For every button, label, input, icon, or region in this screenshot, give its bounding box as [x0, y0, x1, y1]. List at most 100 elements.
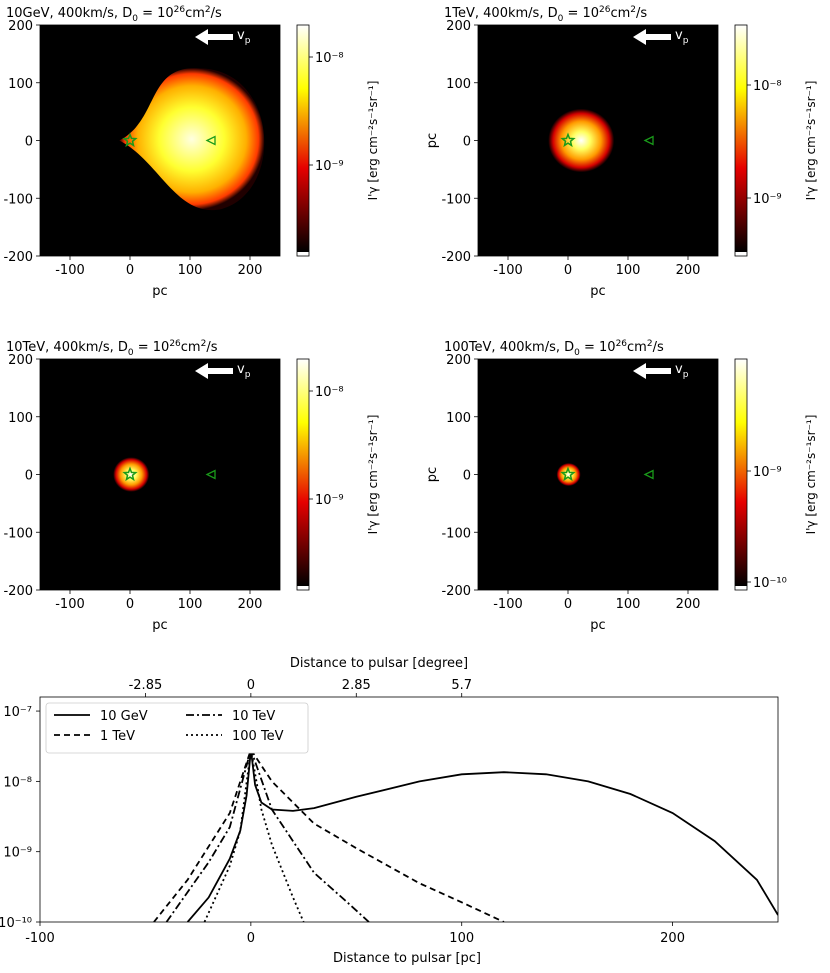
source-triangle-marker — [643, 135, 654, 146]
y-tick-label: -200 — [3, 584, 33, 599]
y-tick-label: 200 — [8, 19, 33, 34]
x-tick-label: -100 — [55, 263, 85, 278]
colorbar-frame — [296, 358, 310, 591]
pulsar-star-marker — [560, 466, 576, 482]
colorbar-tick-label: 10⁻⁸ — [753, 79, 782, 94]
source-triangle-marker — [205, 469, 216, 480]
x-tick-label: 100 — [178, 597, 203, 612]
colorbar-label: I'γ [erg cm⁻²s⁻¹sr⁻¹] — [804, 415, 818, 535]
x-tick-label: 200 — [238, 263, 263, 278]
y-tick-label: 100 — [8, 77, 33, 92]
x-tick-label: 100 — [449, 931, 474, 946]
colorbar-tick-label: 10⁻⁹ — [753, 465, 782, 480]
x-axis-label: pc — [590, 618, 605, 633]
colorbar-tick-label: 10⁻⁹ — [315, 159, 344, 174]
heatmap-panel-4: -100 0 100 200 200 100 0 -100 -200 pc pc 100TeV, 40… — [425, 339, 818, 633]
y-tick-label: -200 — [441, 584, 471, 599]
y-axis-label: pc — [425, 467, 440, 482]
series-line-1-tev — [153, 747, 505, 922]
y-tick-label: 100 — [8, 411, 33, 426]
emission-blob — [119, 68, 265, 211]
panel-title: 1TeV, 400km/s, D0 = 1026cm2/s — [444, 5, 647, 24]
x2-tick-label: -2.85 — [129, 678, 163, 693]
y-axis-label: pc — [425, 133, 440, 148]
y-tick-label: -100 — [3, 192, 33, 207]
y-tick-label: -200 — [441, 250, 471, 265]
heatmap-background — [478, 359, 718, 590]
x-axis-label: pc — [590, 284, 605, 299]
x2-axis-label: Distance to pulsar [degree] — [290, 656, 468, 671]
x2-tick-label: 2.85 — [342, 678, 371, 693]
colorbar-frame — [734, 24, 748, 257]
velocity-label: vp — [675, 28, 689, 46]
x-tick-label: 200 — [660, 931, 685, 946]
velocity-label: vp — [675, 362, 689, 380]
velocity-arrow-icon — [633, 363, 671, 379]
y-tick-label: 0 — [25, 469, 33, 484]
panel-title: 100TeV, 400km/s, D0 = 1026cm2/s — [444, 339, 664, 358]
colorbar — [297, 359, 309, 586]
emission-blob — [113, 457, 150, 492]
colorbar-tick-label: 10⁻⁹ — [315, 493, 344, 508]
y-tick-label: -100 — [441, 526, 471, 541]
x-axis-label: pc — [152, 618, 167, 633]
x-tick-label: 0 — [126, 263, 134, 278]
x-tick-label: 0 — [126, 597, 134, 612]
y-tick-label: 200 — [446, 19, 471, 34]
source-triangle-marker — [205, 135, 216, 146]
legend-label: 10 GeV — [100, 709, 148, 724]
x-tick-label: 0 — [564, 263, 572, 278]
y-tick-label: -100 — [441, 192, 471, 207]
y-tick-label: 200 — [446, 353, 471, 368]
y-tick-label: 200 — [8, 353, 33, 368]
x-tick-label: 100 — [616, 597, 641, 612]
x-tick-label: 0 — [247, 931, 255, 946]
y-tick-label: 10⁻⁹ — [3, 846, 32, 861]
x-tick-label: 100 — [616, 263, 641, 278]
x-tick-label: 200 — [676, 263, 701, 278]
velocity-arrow-icon — [195, 29, 233, 45]
colorbar-label: I'γ [erg cm⁻²s⁻¹sr⁻¹] — [366, 81, 380, 201]
x-tick-label: -100 — [493, 263, 523, 278]
velocity-label: vp — [237, 362, 251, 380]
velocity-label: vp — [237, 28, 251, 46]
heatmap-panel-1: -100 0 100 200 200 100 0 -100 -200 pc 10GeV, 400km… — [3, 5, 380, 299]
legend-box — [45, 702, 309, 754]
x-tick-label: 200 — [676, 597, 701, 612]
heatmap-background — [40, 359, 280, 590]
panel-title: 10GeV, 400km/s, D0 = 1026cm2/s — [6, 5, 222, 24]
colorbar-frame — [734, 358, 748, 591]
y-tick-label: 10⁻⁸ — [3, 775, 32, 790]
pulsar-star-marker — [122, 466, 138, 482]
colorbar-tick-label: 10⁻¹⁰ — [753, 576, 787, 591]
y-tick-label: -200 — [3, 250, 33, 265]
legend-label: 10 TeV — [232, 709, 275, 724]
y-tick-label: 10⁻⁷ — [3, 705, 32, 720]
x-tick-label: -100 — [55, 597, 85, 612]
colorbar-label: I'γ [erg cm⁻²s⁻¹sr⁻¹] — [366, 415, 380, 535]
emission-blob — [548, 108, 615, 173]
y-tick-label: 0 — [463, 135, 471, 150]
panel-title: 10TeV, 400km/s, D0 = 1026cm2/s — [6, 339, 218, 358]
colorbar-tick-label: 10⁻⁹ — [753, 192, 782, 207]
y-tick-label: 100 — [446, 77, 471, 92]
legend-label: 1 TeV — [100, 729, 135, 744]
source-triangle-marker — [643, 469, 654, 480]
emission-blob — [556, 462, 581, 487]
legend: 10 GeV 1 TeV 10 TeV 100 TeV — [45, 702, 309, 754]
x-tick-label: 200 — [238, 597, 263, 612]
series-line-10-tev — [165, 746, 370, 922]
pulsar-star-marker — [122, 132, 138, 148]
colorbar — [735, 25, 747, 252]
legend-label: 100 TeV — [232, 729, 284, 744]
colorbar-label: I'γ [erg cm⁻²s⁻¹sr⁻¹] — [804, 81, 818, 201]
pulsar-star-marker — [560, 132, 576, 148]
x2-tick-label: 5.7 — [451, 678, 472, 693]
x-tick-label: 100 — [178, 263, 203, 278]
y-tick-label: 10⁻¹⁰ — [0, 916, 32, 931]
colorbar-frame — [296, 24, 310, 257]
x-axis-label: Distance to pulsar [pc] — [333, 951, 481, 966]
colorbar — [297, 25, 309, 252]
y-tick-label: 0 — [25, 135, 33, 150]
